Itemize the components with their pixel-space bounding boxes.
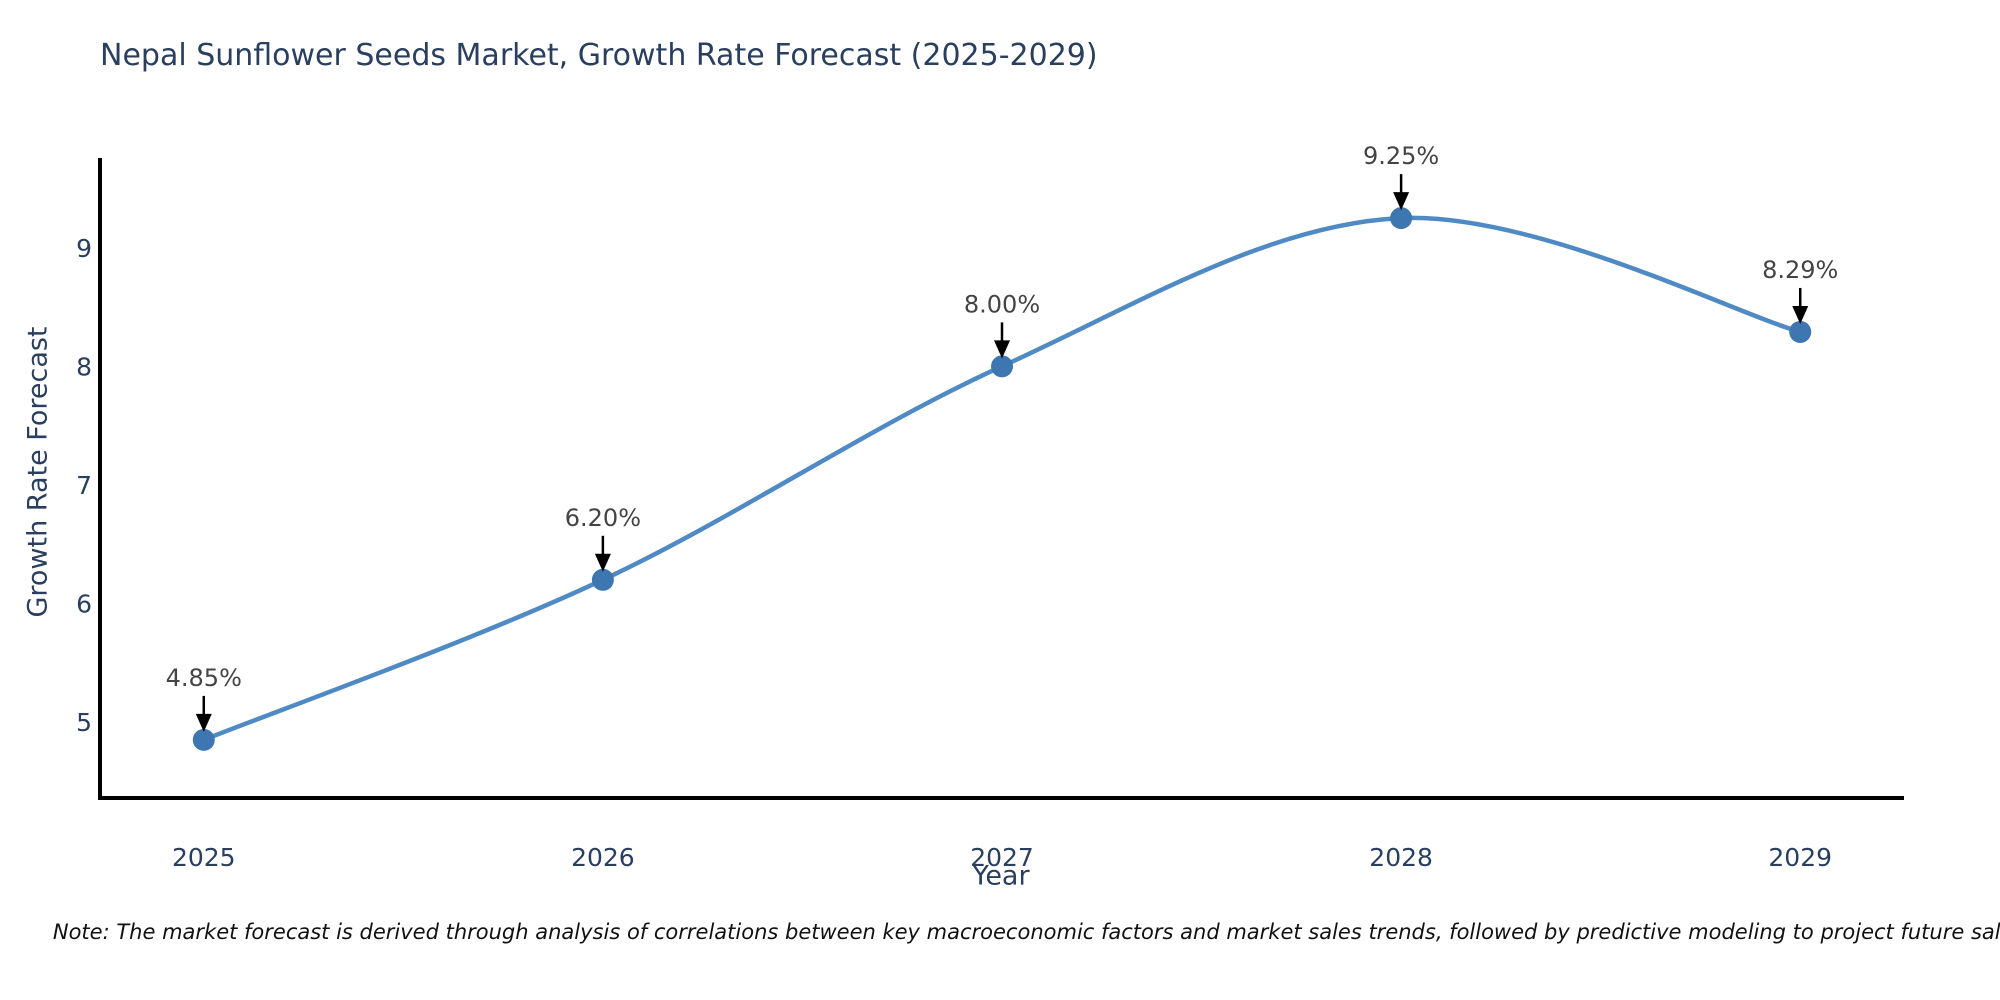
footnote: Note: The market forecast is derived thr… [52, 920, 2000, 944]
x-tick-label: 2026 [571, 843, 635, 872]
chart-title: Nepal Sunflower Seeds Market, Growth Rat… [100, 38, 1098, 73]
x-axis-title: Year [972, 860, 1030, 892]
annotation-arrow-head [994, 340, 1010, 359]
annotation-arrow-head [594, 553, 611, 572]
data-point-2026[interactable] [591, 568, 614, 591]
y-tick-label: 5 [76, 708, 92, 737]
data-point-2027[interactable] [991, 355, 1013, 378]
point-value-label: 8.29% [1762, 256, 1838, 284]
data-point-2029[interactable] [1789, 320, 1812, 343]
point-value-label: 4.85% [166, 664, 242, 692]
data-point-2028[interactable] [1390, 207, 1413, 230]
annotation-arrow-head [195, 713, 212, 732]
x-tick-label: 2027 [970, 843, 1034, 872]
y-tick-label: 6 [76, 590, 92, 619]
data-point-2025[interactable] [192, 728, 215, 751]
x-tick-label: 2029 [1768, 843, 1832, 872]
y-tick-label: 9 [76, 234, 92, 263]
y-tick-label: 7 [76, 471, 92, 500]
point-value-label: 6.20% [565, 504, 641, 532]
x-tick-label: 2025 [172, 843, 236, 872]
y-axis-title: Growth Rate Forecast [22, 326, 54, 618]
annotation-arrow-head [1393, 192, 1410, 211]
x-tick-label: 2028 [1369, 843, 1433, 872]
y-tick-label: 8 [76, 352, 92, 381]
point-value-label: 8.00% [964, 290, 1040, 318]
point-value-label: 9.25% [1363, 142, 1439, 170]
annotation-arrow-head [1792, 305, 1809, 324]
